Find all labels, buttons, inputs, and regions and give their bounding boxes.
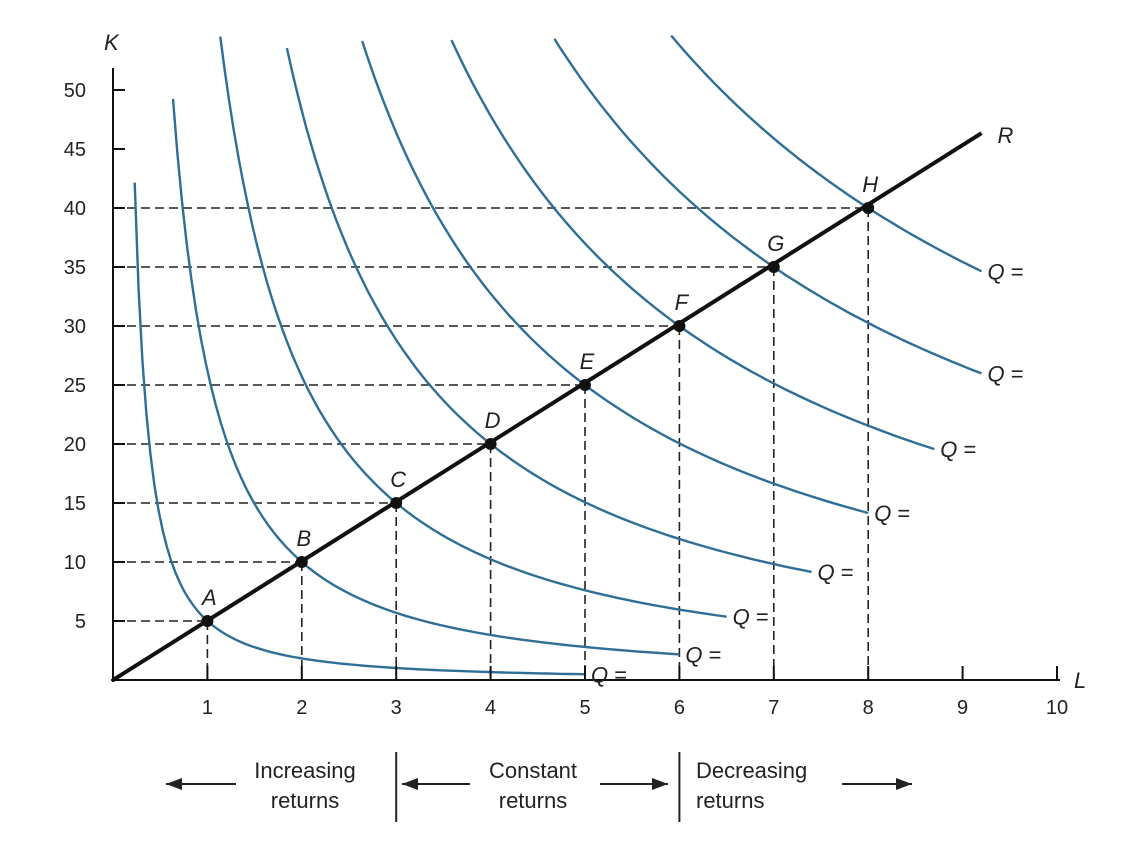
expansion-path: R bbox=[111, 123, 1013, 682]
returns-regions: Increasing returns Constant returns Decreasi… bbox=[166, 752, 912, 822]
region-increasing-line2: returns bbox=[271, 788, 339, 813]
x-tick-label-6: 6 bbox=[674, 697, 685, 719]
point-label-E: E bbox=[580, 349, 595, 374]
isoquant-curve-D bbox=[285, 47, 812, 574]
region-constant-line2: returns bbox=[499, 788, 567, 813]
point-E bbox=[579, 379, 591, 391]
point-label-G: G bbox=[767, 231, 784, 256]
isoquant-label-B: Q = bbox=[685, 642, 721, 667]
x-tick-label-7: 7 bbox=[768, 697, 779, 719]
point-label-A: A bbox=[200, 585, 217, 610]
isoquant-label-C: Q = bbox=[733, 605, 769, 630]
isoquant-curve-C bbox=[219, 36, 727, 618]
isoquant-label-F: Q = bbox=[940, 437, 976, 462]
point-B bbox=[295, 556, 308, 568]
y-tick-label-35: 35 bbox=[64, 257, 86, 279]
isoquant-curve-A bbox=[133, 182, 586, 676]
region-increasing-line1: Increasing bbox=[254, 758, 356, 783]
labels: Q = Q = Q = Q = Q = Q = Q = Q = bbox=[591, 259, 1024, 687]
x-tick-label-8: 8 bbox=[863, 697, 874, 719]
x-tick-label-9: 9 bbox=[957, 697, 968, 719]
isoquant-label-E: Q = bbox=[874, 501, 910, 526]
arrow-constant-right-head bbox=[652, 778, 668, 790]
data-points: A B C D E F G H bbox=[200, 172, 878, 627]
point-label-H: H bbox=[862, 172, 878, 197]
point-G bbox=[767, 261, 780, 273]
point-label-F: F bbox=[675, 290, 690, 315]
point-C bbox=[390, 497, 403, 509]
x-tick-label-1: 1 bbox=[202, 697, 213, 719]
isoquant-curves bbox=[133, 34, 983, 676]
point-A bbox=[201, 615, 214, 627]
point-label-C: C bbox=[390, 467, 406, 492]
arrow-constant-left-head bbox=[402, 778, 418, 790]
x-tick-label-4: 4 bbox=[485, 697, 496, 719]
y-tick-label-40: 40 bbox=[64, 198, 86, 220]
y-tick-label-45: 45 bbox=[64, 139, 86, 161]
guide-lines bbox=[113, 207, 870, 680]
y-axis-label: K bbox=[104, 30, 120, 55]
ray-line bbox=[111, 131, 983, 682]
y-tick-label-30: 30 bbox=[64, 316, 86, 338]
point-F bbox=[673, 320, 686, 332]
y-tick-label-25: 25 bbox=[64, 375, 86, 397]
x-tick-label-10: 10 bbox=[1046, 697, 1068, 719]
y-tick-label-15: 15 bbox=[64, 493, 86, 515]
x-tick-label-2: 2 bbox=[296, 697, 307, 719]
point-label-B: B bbox=[296, 526, 311, 551]
x-tick-label-5: 5 bbox=[579, 697, 590, 719]
ray-label: R bbox=[997, 123, 1013, 148]
arrow-decreasing-head bbox=[896, 778, 912, 790]
isoquant-curve-F bbox=[450, 39, 935, 451]
region-decreasing-line2: returns bbox=[696, 788, 764, 813]
isoquant-curve-G bbox=[553, 38, 982, 375]
arrow-increasing-head bbox=[166, 778, 182, 790]
isoquant-label-G: Q = bbox=[987, 361, 1023, 386]
x-tick-label-3: 3 bbox=[391, 697, 402, 719]
region-decreasing-line1: Decreasing bbox=[696, 758, 807, 783]
isoquant-label-D: Q = bbox=[818, 560, 854, 585]
isoquant-label-A: Q = bbox=[591, 662, 627, 687]
point-label-D: D bbox=[485, 408, 501, 433]
region-constant-line1: Constant bbox=[489, 758, 577, 783]
isoquant-curve-B bbox=[171, 98, 680, 656]
y-tick-label-10: 10 bbox=[64, 552, 86, 574]
isoquant-label-H: Q = bbox=[987, 259, 1023, 284]
point-H bbox=[862, 202, 875, 214]
isoquant-curve-E bbox=[361, 40, 869, 515]
isoquant-curve-H bbox=[670, 34, 983, 273]
y-tick-label-50: 50 bbox=[64, 80, 86, 102]
point-D bbox=[484, 438, 497, 450]
y-tick-label-20: 20 bbox=[64, 434, 86, 456]
x-axis-label: L bbox=[1074, 668, 1086, 693]
y-tick-label-5: 5 bbox=[75, 611, 86, 633]
